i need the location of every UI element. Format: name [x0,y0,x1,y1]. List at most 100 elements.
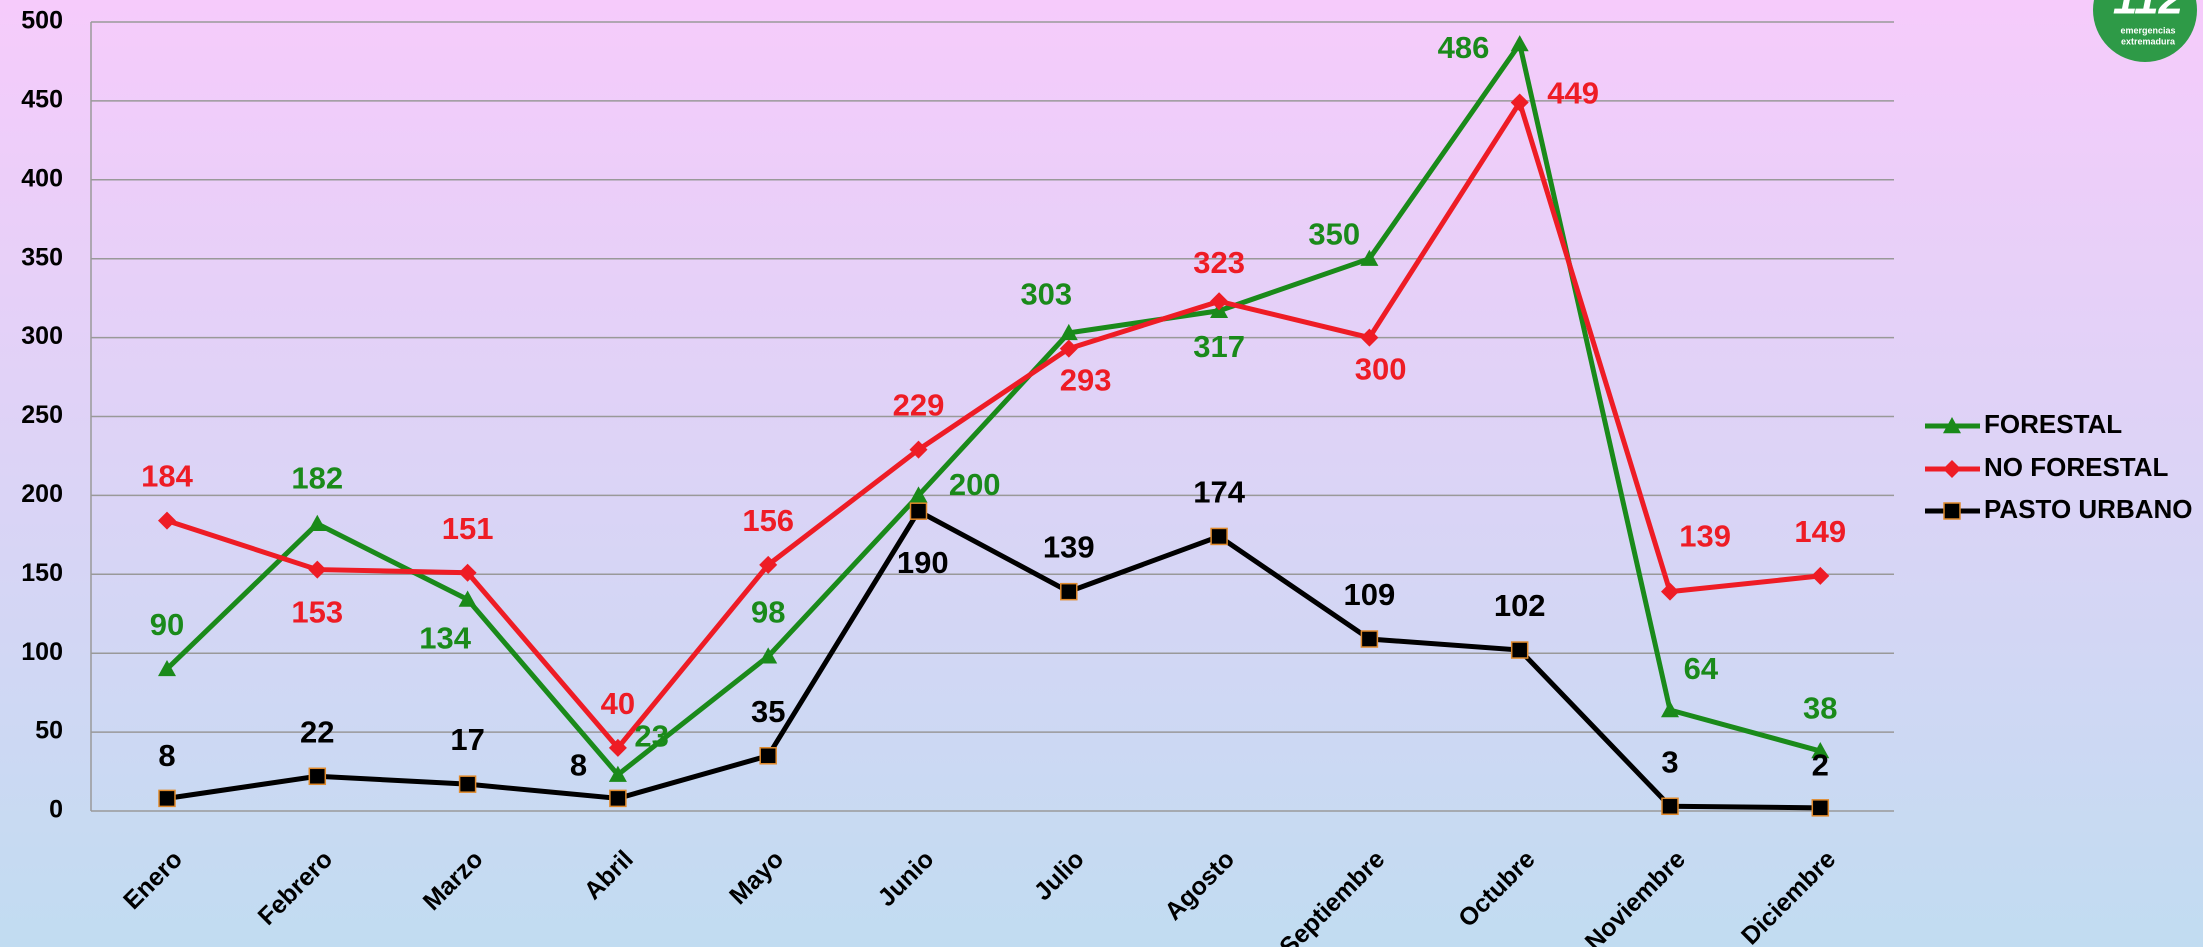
data-label: 323 [1193,245,1245,280]
marker [1060,582,1078,601]
marker [308,514,327,532]
marker [1661,582,1679,601]
marker [1811,742,1830,759]
marker [1360,630,1379,648]
marker [158,789,176,808]
legend-label: PASTO URBANO [1984,494,2193,524]
marker [1811,799,1830,817]
data-label: 229 [893,388,945,423]
series [166,507,1821,811]
marker [308,767,327,786]
data-label: 139 [1043,530,1095,565]
line [166,507,1821,811]
marker [909,440,928,459]
x-tick-label: Septiembre [1274,845,1390,947]
marker [608,738,627,757]
data-label: 184 [141,459,193,494]
data-label: 300 [1355,352,1407,387]
data-label: 8 [570,748,587,783]
data-label: 90 [150,607,184,642]
marker [759,555,778,574]
data-label: 38 [1803,690,1837,725]
legend-label: NO FORESTAL [1984,452,2169,482]
x-tick-label: Junio [872,845,939,912]
marker [158,511,176,530]
marker [1360,249,1379,266]
data-label: 151 [442,511,494,546]
data-label: 190 [897,545,949,580]
marker [458,590,477,607]
data-label: 2 [1812,747,1829,782]
y-tick-label: 450 [21,86,63,114]
marker [1661,701,1679,718]
x-tick-label: Febrero [253,845,339,931]
y-tick-label: 100 [21,638,63,666]
data-label: 23 [634,718,668,753]
data-label: 22 [300,714,334,749]
marker [759,647,778,664]
y-tick-label: 50 [35,717,63,745]
data-label: 449 [1547,76,1599,111]
data-label: 17 [450,722,484,757]
marker [1510,35,1529,52]
x-tick-label: Enero [118,845,188,915]
data-label: 102 [1494,588,1546,623]
line [166,96,1821,752]
marker [1360,328,1379,347]
logo-number: 112 [2113,0,2184,24]
data-label: 350 [1308,216,1360,251]
marker [1811,566,1830,585]
marker [1510,93,1529,112]
x-tick-label: Agosto [1159,845,1240,926]
data-label: 35 [751,694,785,729]
x-tick-label: Mayo [724,845,789,910]
marker [609,789,627,808]
data-label: 200 [949,467,1001,502]
marker [608,765,627,782]
data-label: 174 [1193,474,1245,509]
x-tick-label: Julio [1029,845,1090,906]
y-tick-label: 0 [49,796,63,824]
data-label: 139 [1679,518,1731,553]
data-label: 156 [742,503,794,538]
logo-circle [2093,0,2197,62]
data-label: 149 [1794,514,1846,549]
marker [1943,502,1961,520]
series [165,38,1821,779]
x-tick-label: Octubre [1453,845,1541,933]
marker [909,502,928,520]
data-label: 317 [1193,329,1245,364]
marker [1059,323,1078,341]
marker [458,775,477,793]
data-label: 40 [601,686,635,721]
logo-text: extremadura [2121,36,2176,46]
marker [1210,527,1228,546]
data-label: 153 [291,595,343,630]
marker [909,486,928,503]
y-tick-label: 500 [21,7,63,35]
y-tick-label: 300 [21,322,63,350]
y-tick-label: 350 [21,243,63,271]
data-label: 8 [158,738,175,773]
data-label: 109 [1344,577,1396,612]
marker [458,563,477,582]
y-tick-label: 400 [21,164,63,192]
marker [1943,417,1961,434]
marker [1510,641,1529,659]
x-tick-label: Noviembre [1580,845,1691,947]
series [166,96,1821,752]
marker [1210,292,1229,311]
marker [308,560,327,579]
marker [759,747,777,765]
data-label: 98 [751,594,785,629]
data-label: 293 [1060,363,1112,398]
y-tick-label: 250 [21,401,63,429]
data-label: 182 [291,460,343,495]
data-label: 64 [1684,651,1719,686]
logo: 112 emergencias extremadura [2093,0,2197,62]
x-tick-label: Marzo [418,845,489,916]
data-label: 486 [1438,30,1490,65]
marker [1661,797,1679,816]
data-label: 303 [1020,277,1072,312]
